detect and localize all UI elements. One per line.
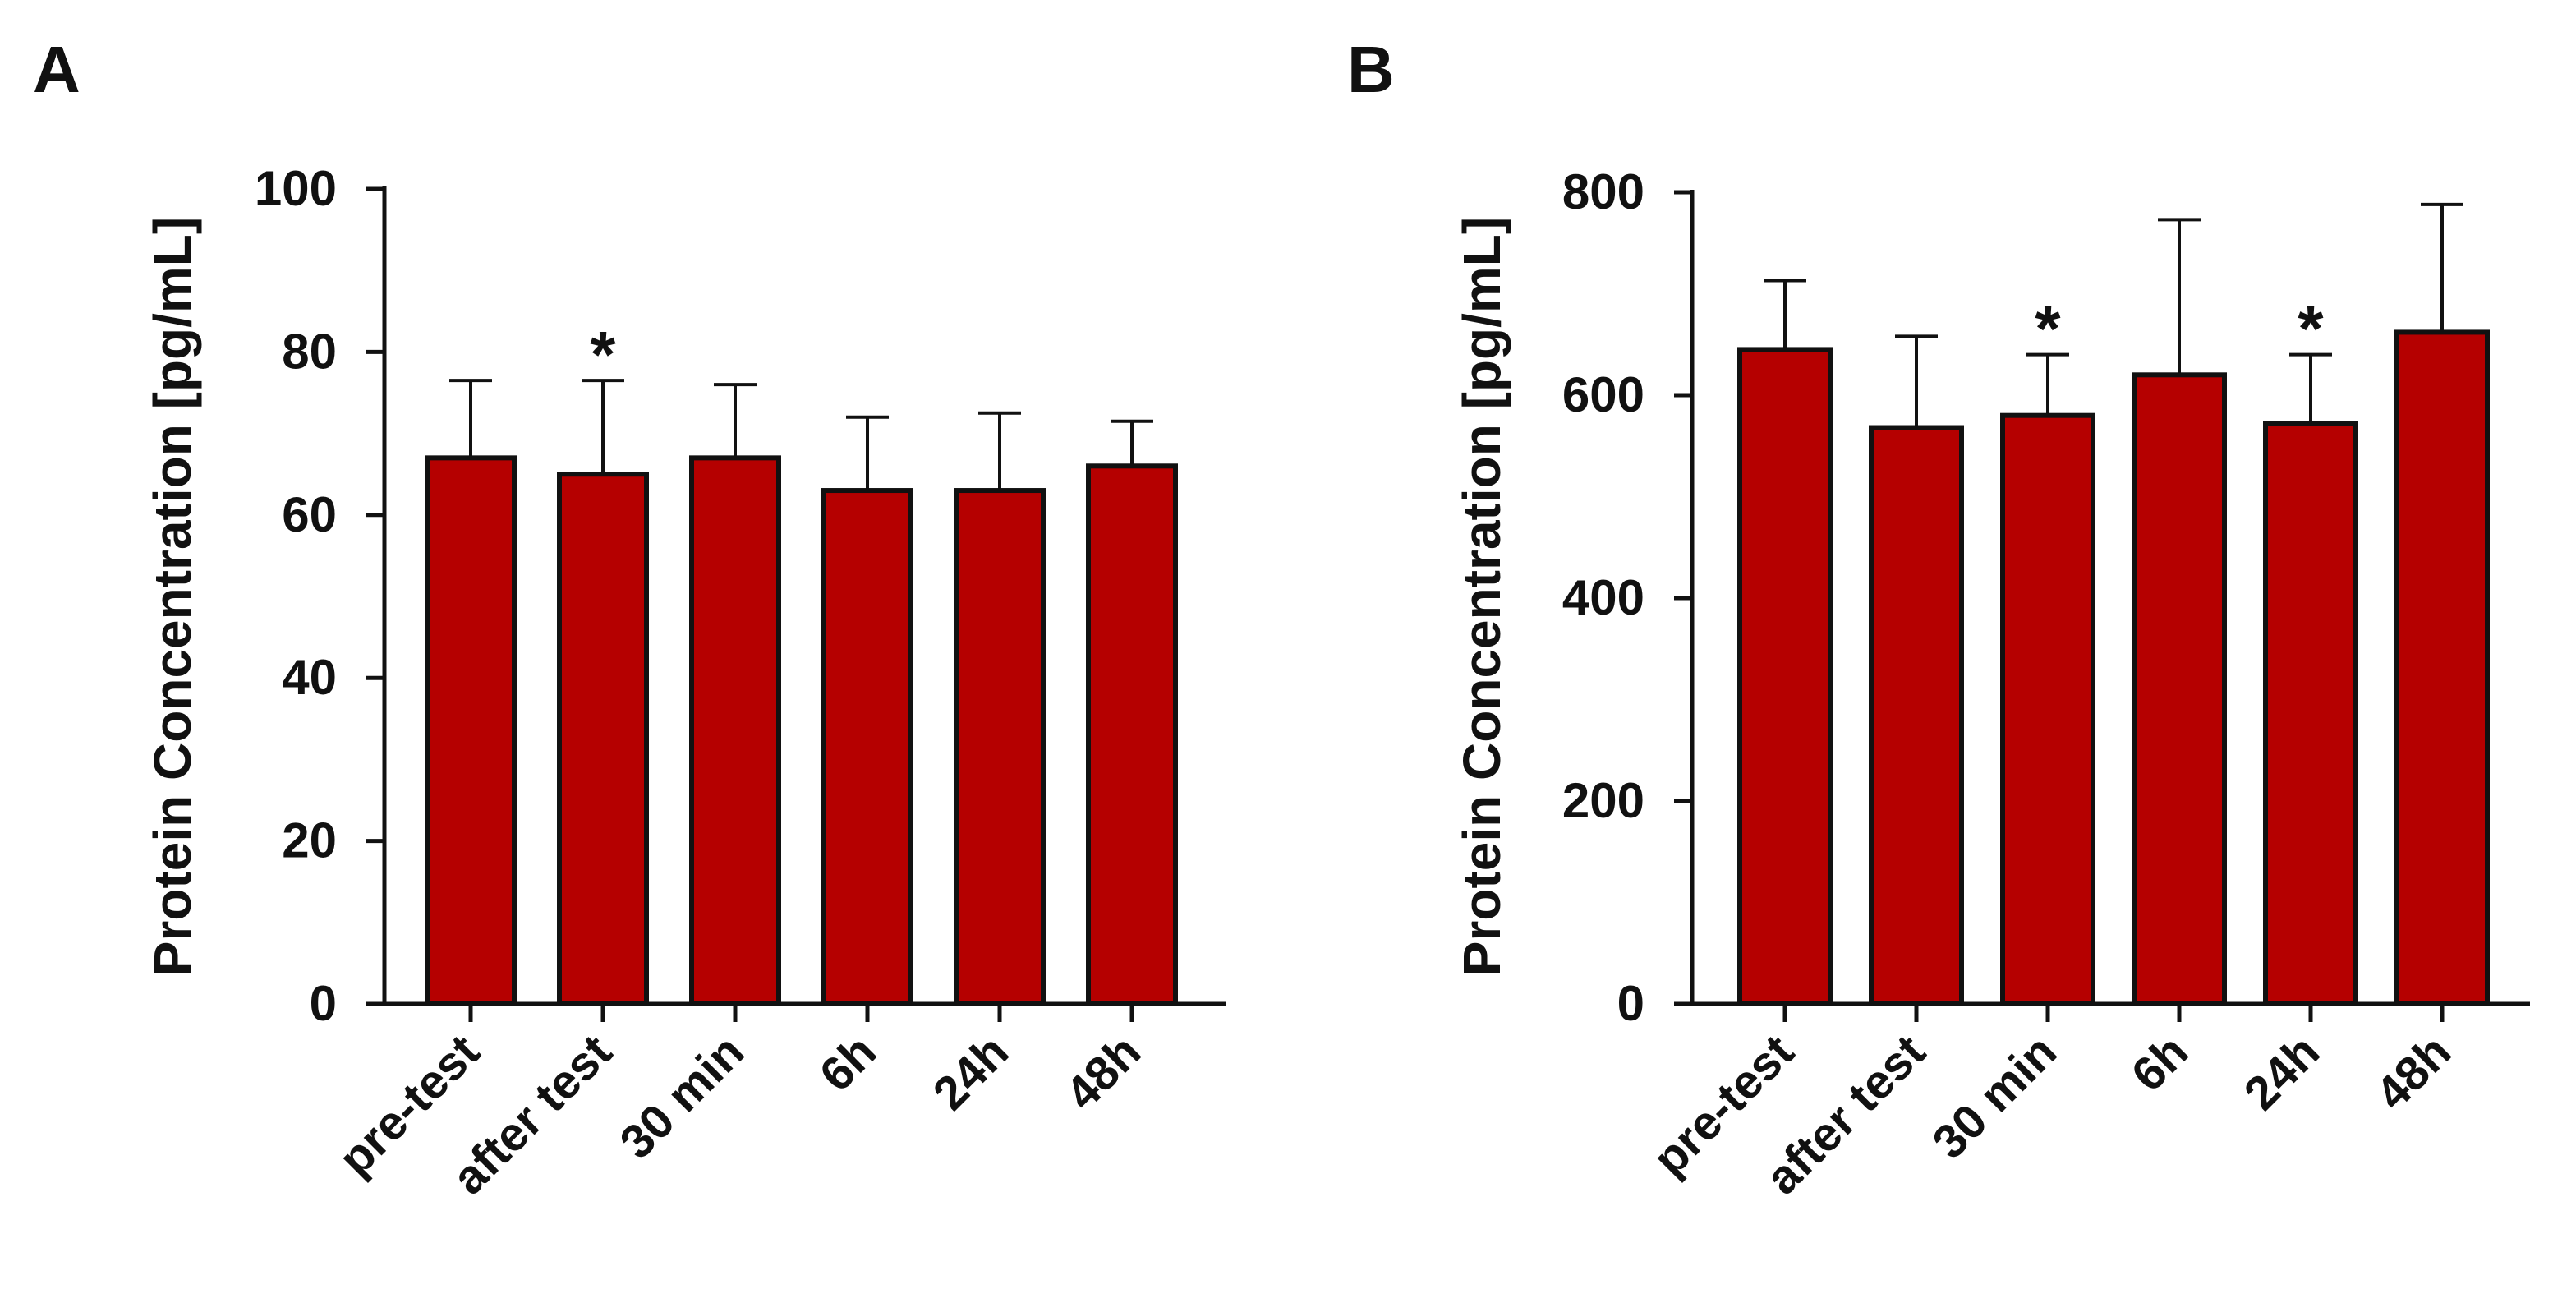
panel-a-y-tick-label: 100 bbox=[255, 161, 337, 216]
panel-b-y-tick-label: 600 bbox=[1562, 367, 1644, 422]
panel-b-bar-after-test bbox=[1869, 425, 1964, 1006]
panel-b-x-tick-label: 30 min bbox=[1922, 1024, 2067, 1169]
panel-a-bar-6h bbox=[821, 488, 913, 1006]
panel-b-y-tick-label: 400 bbox=[1562, 570, 1644, 625]
panel-b-significance-asterisk: * bbox=[2035, 292, 2061, 366]
panel-a-bar-pre-test bbox=[425, 455, 517, 1006]
panel-a-bar-24h bbox=[954, 488, 1046, 1006]
panel-a-y-axis-title: Protein Concentration [pg/mL] bbox=[143, 217, 202, 976]
panel-a-y-tick-label: 80 bbox=[282, 324, 337, 379]
panel-b-bar-6h bbox=[2132, 372, 2227, 1006]
panel-b-bar-48h bbox=[2394, 329, 2490, 1006]
panel-a-significance-asterisk: * bbox=[590, 318, 616, 391]
panel-b-chart: Protein Concentration [pg/mL] 0 200 400 600 8… bbox=[1452, 164, 2530, 1204]
panel-a-bar-30-min bbox=[689, 455, 781, 1006]
panel-b-x-tick-label: 6h bbox=[2121, 1024, 2198, 1102]
panel-a-bar-after-test bbox=[557, 472, 649, 1006]
panel-a-label: A bbox=[33, 33, 80, 106]
panel-a-y-tick-label: 60 bbox=[282, 487, 337, 542]
panel-a-y-tick-label: 20 bbox=[282, 813, 337, 868]
panel-b: B Protein Concentration [pg/mL] 0 200 400 60… bbox=[1347, 33, 2530, 1204]
panel-b-y-tick-label: 0 bbox=[1617, 976, 1644, 1031]
panel-b-y-axis-title: Protein Concentration [pg/mL] bbox=[1452, 217, 1511, 976]
panel-a-x-tick-label: 30 min bbox=[610, 1024, 754, 1169]
panel-b-x-tick-label: 24h bbox=[2234, 1024, 2330, 1121]
panel-a-x-tick-label: 24h bbox=[923, 1024, 1019, 1121]
panel-b-y-tick-label: 800 bbox=[1562, 164, 1644, 219]
panel-b-y-tick-label: 200 bbox=[1562, 773, 1644, 828]
panel-a-y-tick-label: 40 bbox=[282, 650, 337, 705]
panel-b-significance-asterisk: * bbox=[2298, 292, 2324, 366]
panel-a-y-tick-label: 0 bbox=[310, 976, 337, 1031]
panel-b-bar-24h bbox=[2263, 421, 2358, 1006]
panel-a-bar-48h bbox=[1086, 463, 1178, 1006]
panel-b-bar-30-min bbox=[2000, 412, 2095, 1006]
panel-b-bar-pre-test bbox=[1737, 347, 1833, 1006]
panel-b-label: B bbox=[1347, 33, 1395, 106]
panel-a-chart: Protein Concentration [pg/mL] 0 20 40 60 80 10… bbox=[143, 161, 1226, 1204]
panel-a-x-tick-label: 48h bbox=[1056, 1024, 1152, 1121]
panel-a-x-tick-label: 6h bbox=[809, 1024, 886, 1102]
panel-b-x-tick-label: 48h bbox=[2366, 1024, 2462, 1121]
panel-a: A Protein Concentration [pg/mL] 0 20 40 60 80… bbox=[33, 33, 1226, 1204]
